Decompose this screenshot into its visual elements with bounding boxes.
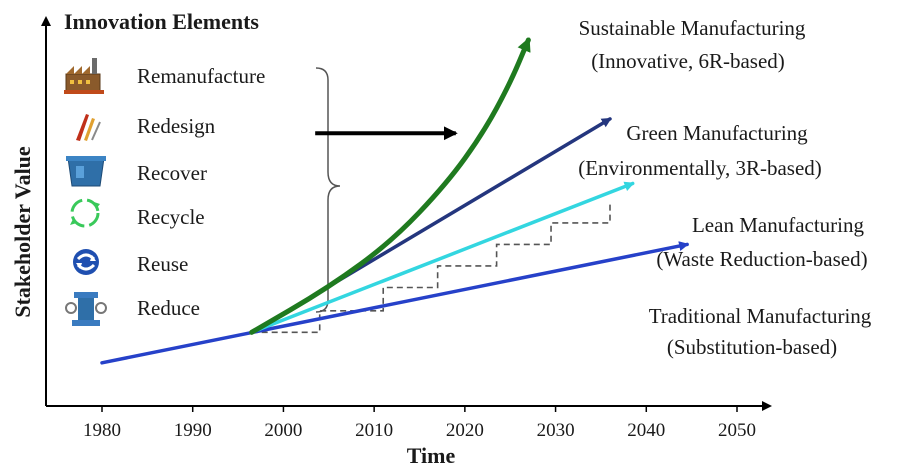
x-tick-label-2040: 2040 [627, 420, 665, 441]
x-tick-label-2050: 2050 [718, 420, 756, 441]
innovation-step-path [251, 201, 611, 334]
x-tick-label-2000: 2000 [264, 420, 302, 441]
recycle-arrows-icon [70, 198, 100, 228]
green-label-line1: Green Manufacturing [626, 121, 808, 145]
lean-label-line1: Lean Manufacturing [692, 213, 865, 237]
sustainable-label-line2: (Innovative, 6R-based) [591, 49, 785, 73]
legend-item-recover: Recover [137, 161, 207, 185]
x-axis-title: Time [407, 443, 456, 468]
legend-item-redesign: Redesign [137, 114, 216, 138]
recovery-bin-icon [66, 156, 106, 187]
green-label-line2: (Environmentally, 3R-based) [578, 156, 822, 180]
legend-item-reuse: Reuse [137, 252, 188, 276]
sustainable-manufacturing-line [249, 37, 532, 335]
y-axis-title: Stakeholder Value [10, 146, 35, 318]
lean-manufacturing-line [249, 181, 635, 335]
legend-brace [315, 67, 341, 313]
x-tick-label-1990: 1990 [174, 420, 212, 441]
drafting-tools-icon [76, 114, 101, 141]
x-tick-label-2030: 2030 [537, 420, 575, 441]
traditional-label-line2: (Substitution-based) [667, 335, 837, 359]
legend-item-recycle: Recycle [137, 205, 205, 229]
legend-item-reduce: Reduce [137, 296, 200, 320]
sustainable-label-line1: Sustainable Manufacturing [579, 16, 806, 40]
factory-icon [64, 58, 104, 94]
x-tick-label-1980: 1980 [83, 420, 121, 441]
x-tick-label-2010: 2010 [355, 420, 393, 441]
legend-title: Innovation Elements [64, 9, 259, 34]
lean-label-line2: (Waste Reduction-based) [656, 247, 867, 271]
x-tick-label-2020: 2020 [446, 420, 484, 441]
traditional-label-line1: Traditional Manufacturing [649, 304, 872, 328]
reduce-press-icon [65, 292, 107, 326]
reuse-arrows-icon [73, 249, 99, 275]
traditional-manufacturing-line [100, 241, 690, 365]
legend-item-remanufacture: Remanufacture [137, 64, 265, 88]
